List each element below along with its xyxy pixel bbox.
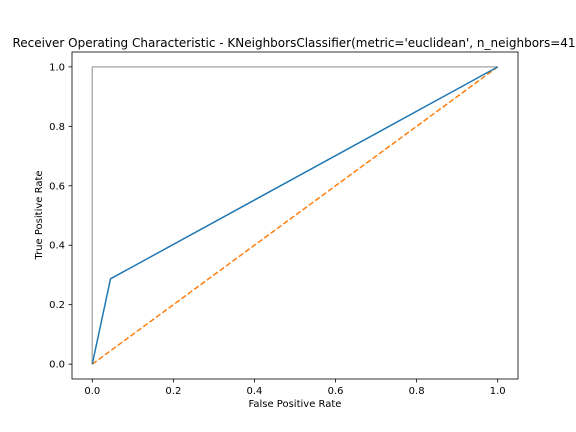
x-tick-label: 0.4	[247, 386, 263, 397]
y-tick-label: 1.0	[49, 62, 65, 73]
x-tick-label: 0.0	[84, 386, 100, 397]
x-tick-label: 0.2	[165, 386, 181, 397]
x-tick-label: 1.0	[490, 386, 506, 397]
y-tick-label: 0.6	[49, 181, 65, 192]
y-tick-label: 0.0	[49, 360, 65, 371]
y-tick-label: 0.4	[49, 241, 65, 252]
y-tick-label: 0.2	[49, 300, 65, 311]
axes-frame	[71, 51, 519, 380]
y-tick-label: 0.8	[49, 122, 65, 133]
x-tick-label: 0.6	[328, 386, 344, 397]
x-tick-label: 0.8	[409, 386, 425, 397]
y-axis-label: True Positive Rate	[34, 170, 45, 260]
series-line-2	[91, 66, 499, 365]
x-axis-ticks: 0.0 0.2 0.4 0.6 0.8 1.0	[84, 379, 506, 397]
series-line-1	[91, 66, 499, 365]
plot-lines	[91, 66, 499, 365]
chart-title: Receiver Operating Characteristic - KNei…	[12, 36, 575, 50]
x-axis-label: False Positive Rate	[249, 399, 342, 410]
y-axis-ticks: 0.0 0.2 0.4 0.6 0.8 1.0	[49, 62, 72, 371]
series-line-3	[91, 66, 498, 365]
